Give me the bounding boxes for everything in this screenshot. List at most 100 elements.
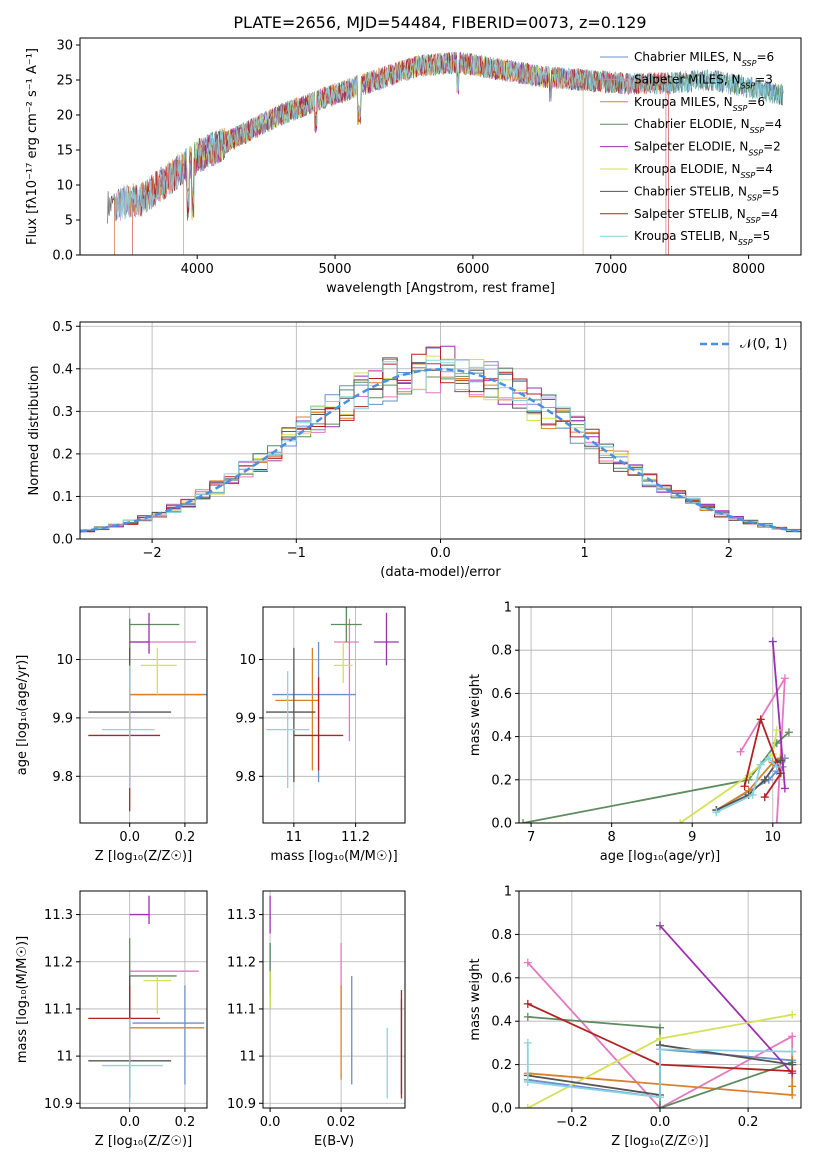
y-axis-label: mass [log₁₀(M/M☉)] (15, 936, 30, 1063)
weight-marker (788, 1090, 797, 1099)
y-tick-label: 0.0 (491, 1102, 512, 1117)
legend-count: =3 (755, 72, 773, 86)
plot-area (80, 345, 801, 534)
weight-marker (760, 793, 769, 802)
y-axis-label: age [log₁₀(age/yr)] (15, 655, 30, 776)
legend-count: =4 (760, 207, 778, 221)
x-tick-label: 0.2 (738, 1115, 759, 1130)
legend-label: Chabrier ELODIE, NSSP=4 (634, 117, 782, 135)
histogram-step (80, 359, 801, 533)
x-axis-label: wavelength [Angstrom, rest frame] (326, 281, 555, 296)
legend-subscript: SSP (742, 59, 757, 68)
y-tick-label: 0.4 (52, 362, 73, 377)
weight-marker (756, 760, 765, 769)
plot-area (269, 895, 403, 1099)
y-tick-label: 11.1 (227, 1002, 256, 1017)
x-tick-label: 0.0 (119, 1115, 140, 1130)
x-tick-label: 6000 (456, 262, 489, 277)
weight-marker (740, 782, 749, 791)
weight-marker (748, 790, 757, 799)
y-tick-label: 0.8 (491, 644, 512, 659)
legend-subscript: SSP (748, 148, 763, 157)
weight-marker (676, 819, 685, 823)
legend-count: =6 (756, 50, 774, 64)
axes-frame (518, 606, 802, 824)
x-tick-label: 4000 (181, 262, 214, 277)
plot-area (519, 637, 793, 823)
chart-mass_vs_ebv: 0.0 0.02 10.9 11 11.1 11.2 11.3 E(B-V) (227, 890, 406, 1149)
weight-marker (523, 1077, 532, 1086)
weight-marker (523, 999, 532, 1008)
y-tick-label: 0.0 (52, 533, 73, 548)
legend-subscript: SSP (747, 193, 762, 202)
x-tick-label: 0.2 (175, 830, 196, 845)
weight-marker (784, 728, 793, 737)
y-tick-label: 0.2 (52, 447, 73, 462)
y-tick-label: 11.3 (44, 908, 73, 923)
x-tick-label: 0.0 (430, 546, 451, 561)
y-tick-label: 0.4 (491, 730, 512, 745)
weight-line (522, 731, 790, 823)
weight-marker (656, 1023, 664, 1032)
y-tick-label: 9.9 (235, 711, 256, 726)
x-axis-label: Z [log₁₀(Z/Z☉)] (95, 849, 192, 864)
spectrum-line-8 (114, 52, 784, 220)
legend-label: Salpeter STELIB, NSSP=4 (634, 207, 778, 225)
legend-count: =5 (762, 184, 780, 198)
legend-label: Kroupa ELODIE, NSSP=4 (634, 162, 773, 180)
y-tick-label: 0.3 (52, 405, 73, 420)
weight-marker (712, 808, 721, 817)
y-tick-label: 0.6 (491, 687, 512, 702)
x-tick-label: 0.02 (327, 1115, 356, 1130)
chart-weight_vs_Z: −0.2 0.0 0.2 0.0 0.2 0.4 0.6 0.8 1 Z [log₁₀(Z/Z☉)… (468, 885, 802, 1149)
legend-label: Kroupa MILES, NSSP=6 (634, 95, 765, 113)
x-tick-label: 1 (581, 546, 589, 561)
weight-line (771, 641, 786, 789)
weight-marker (772, 819, 781, 823)
y-tick-label: 0.0 (491, 817, 512, 832)
x-axis-label: Z [log₁₀(Z/Z☉)] (95, 1134, 192, 1149)
weight-marker (756, 715, 765, 724)
figure-title: PLATE=2656, MJD=54484, FIBERID=0073, z=0… (233, 13, 646, 32)
plot-area (88, 612, 207, 812)
legend-count: =4 (764, 117, 782, 131)
y-tick-label: 11.1 (44, 1002, 73, 1017)
y-tick-label: 15 (56, 144, 73, 159)
weight-marker (768, 637, 777, 646)
x-axis-label: E(B-V) (314, 1134, 354, 1149)
y-tick-label: 11.2 (44, 955, 73, 970)
weight-marker (780, 674, 789, 683)
weight-marker (772, 762, 781, 771)
weight-marker (760, 775, 769, 784)
y-tick-label: 1 (504, 601, 512, 616)
weight-marker (523, 1012, 532, 1021)
weight-marker (776, 769, 785, 778)
axes-frame (79, 890, 208, 1109)
legend-count: =2 (763, 140, 781, 154)
x-axis-label: (data-model)/error (380, 565, 501, 580)
weight-line (743, 716, 782, 798)
y-tick-label: 5 (65, 214, 73, 229)
plot-area (88, 895, 205, 1104)
x-tick-label: 0.2 (175, 1115, 196, 1130)
y-tick-label: 0.6 (491, 971, 512, 986)
x-tick-label: 0.0 (119, 830, 140, 845)
legend-subscript: SSP (741, 171, 756, 180)
weight-line (659, 925, 793, 1074)
y-tick-label: 0.1 (52, 490, 73, 505)
x-tick-label: 2 (725, 546, 733, 561)
plot-area (523, 921, 797, 1108)
legend-count: =6 (747, 95, 765, 109)
weight-marker (788, 1067, 797, 1076)
legend-count: =4 (755, 162, 773, 176)
y-tick-label: 10.9 (44, 1097, 73, 1112)
y-tick-label: 30 (56, 39, 73, 54)
weight-marker (764, 754, 773, 763)
y-tick-label: 25 (56, 74, 73, 89)
x-tick-label: 11 (286, 830, 303, 845)
weight-marker (656, 1045, 664, 1054)
weight-line (679, 729, 778, 823)
gaussian-curve (80, 368, 801, 533)
y-tick-label: 9.8 (235, 770, 256, 785)
